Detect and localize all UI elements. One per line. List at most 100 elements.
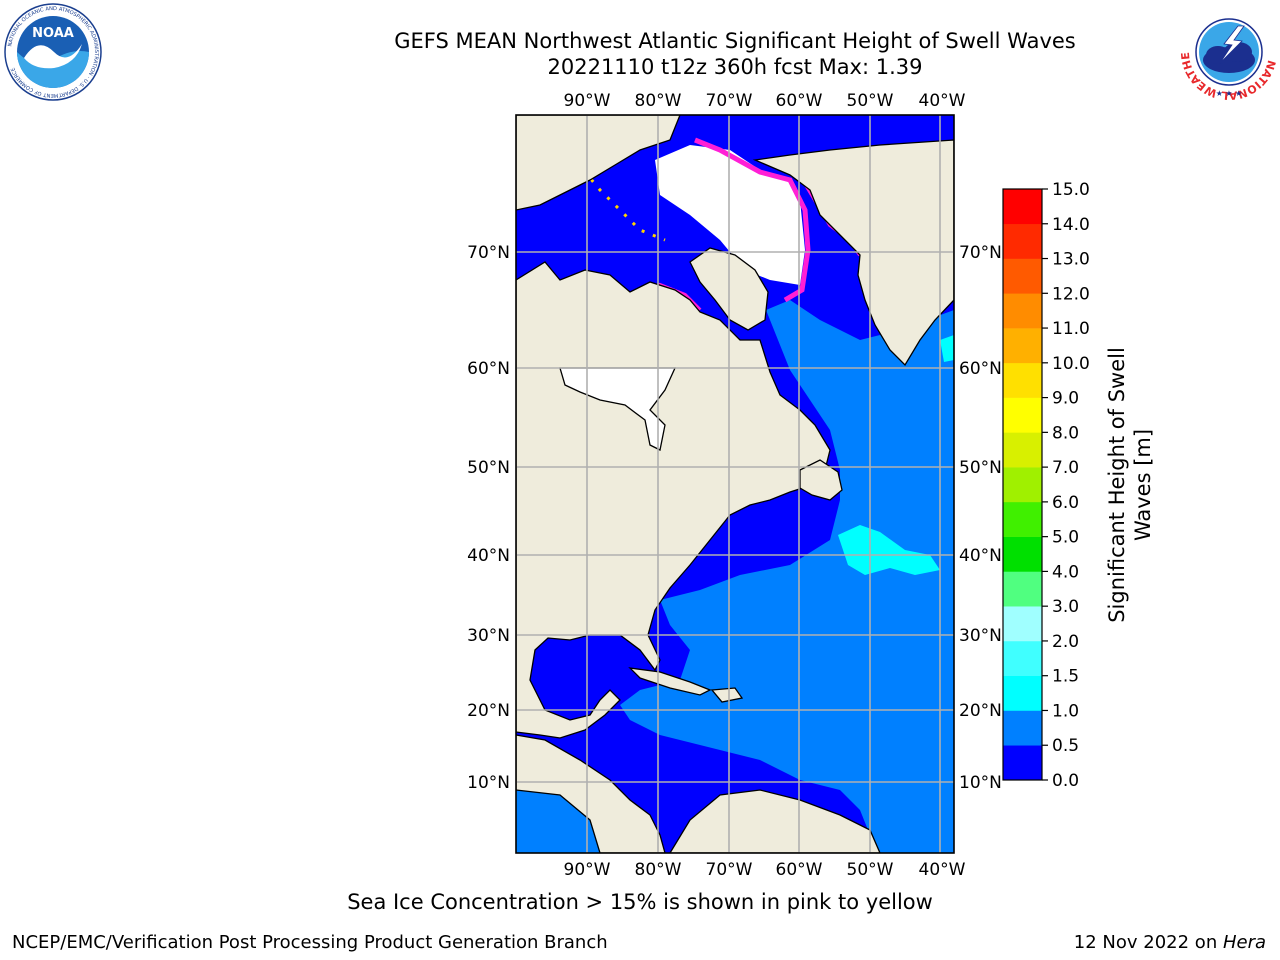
land-south-america: [669, 789, 881, 853]
lon-labels-top: 90°W 80°W 70°W 60°W 50°W 40°W: [564, 91, 966, 111]
colorbar-tick-label-14: 12.0: [1052, 284, 1090, 304]
colorbar-segment-5: [1003, 571, 1042, 607]
colorbar-segment-0: [1003, 745, 1042, 781]
map-plot-area: [516, 115, 954, 853]
colorbar-tick-label-1: 0.5: [1052, 736, 1079, 756]
lat-label-right-30n: 30°N: [959, 626, 1002, 646]
lat-label-right-50n: 50°N: [959, 458, 1002, 478]
colorbar-segment-10: [1003, 397, 1042, 433]
lat-labels-left: 70°N 60°N 50°N 40°N 30°N 20°N 10°N: [467, 243, 510, 793]
chart-title: GEFS MEAN Northwest Atlantic Significant…: [360, 28, 1110, 80]
lat-label-right-40n: 40°N: [959, 546, 1002, 566]
colorbar-segment-4: [1003, 606, 1042, 642]
colorbar-segment-16: [1003, 189, 1042, 225]
land-greenland: [752, 139, 954, 367]
sea-ice-caption-text: Sea Ice Concentration > 15% is shown in …: [347, 890, 933, 914]
footer-producer: NCEP/EMC/Verification Post Processing Pr…: [12, 932, 608, 953]
sea-ice-edge: [694, 137, 811, 303]
land-central-america: [516, 734, 666, 853]
colorbar-tick-label-6: 4.0: [1052, 562, 1079, 582]
lat-label-right-60n: 60°N: [959, 359, 1002, 379]
colorbar-segment-1: [1003, 710, 1042, 746]
colorbar-tick-label-17: 15.0: [1052, 180, 1090, 200]
colorbar-tick-label-4: 2.0: [1052, 632, 1079, 652]
footer-date: 12 Nov 2022 on Hera: [1074, 932, 1266, 953]
colorbar-segment-6: [1003, 536, 1042, 572]
colorbar-tick-label-13: 11.0: [1052, 319, 1090, 339]
lon-labels-bottom: 90°W 80°W 70°W 60°W 50°W 40°W: [564, 860, 966, 880]
lon-label-top-80w: 80°W: [635, 91, 682, 111]
lon-label-bottom-50w: 50°W: [847, 860, 894, 880]
lat-label-left-60n: 60°N: [467, 359, 510, 379]
lat-labels-right: 70°N 60°N 50°N 40°N 30°N 20°N 10°N: [959, 243, 1002, 793]
land-arctic-islands: [516, 115, 681, 211]
title-line-1: GEFS MEAN Northwest Atlantic Significant…: [394, 29, 1076, 53]
lat-label-left-70n: 70°N: [467, 243, 510, 263]
lon-label-bottom-80w: 80°W: [635, 860, 682, 880]
lon-label-bottom-70w: 70°W: [706, 860, 753, 880]
colorbar-segments: [1003, 189, 1042, 781]
lat-label-right-70n: 70°N: [959, 243, 1002, 263]
lon-label-top-40w: 40°W: [919, 91, 966, 111]
colorbar: 0.0 0.5 1.0 1.5 2.0 3.0 4.0 5.0 6.0 7.0 8.0 9.0 10.0…: [1002, 180, 1155, 791]
footer-date-text: 12 Nov 2022 on: [1073, 932, 1223, 953]
lon-label-bottom-60w: 60°W: [776, 860, 823, 880]
graticule: [516, 115, 954, 853]
title-line-2: 20221110 t12z 360h fcst Max: 1.39: [547, 55, 923, 79]
colorbar-ticks: 0.0 0.5 1.0 1.5 2.0 3.0 4.0 5.0 6.0 7.0 8.0 9.0 10.0…: [1042, 180, 1090, 791]
colorbar-segment-9: [1003, 432, 1042, 468]
lat-label-right-10n: 10°N: [959, 773, 1002, 793]
colorbar-segment-2: [1003, 675, 1042, 711]
lat-label-right-20n: 20°N: [959, 701, 1002, 721]
colorbar-tick-label-10: 8.0: [1052, 423, 1079, 443]
colorbar-tick-label-2: 1.0: [1052, 701, 1079, 721]
colorbar-tick-label-5: 3.0: [1052, 597, 1079, 617]
lon-label-top-60w: 60°W: [776, 91, 823, 111]
colorbar-label-line-1: Significant Height of Swell: [1105, 347, 1129, 623]
land-masses: [516, 115, 954, 853]
colorbar-tick-label-15: 13.0: [1052, 250, 1090, 270]
hudson-bay-ice: [559, 367, 677, 451]
land-newfoundland: [799, 459, 843, 501]
colorbar-tick-label-9: 7.0: [1052, 458, 1079, 478]
lat-label-left-40n: 40°N: [467, 546, 510, 566]
swell-zone-1-0-1-5: [838, 525, 940, 575]
colorbar-tick-label-3: 1.5: [1052, 667, 1079, 687]
lon-label-bottom-40w: 40°W: [919, 860, 966, 880]
colorbar-segment-3: [1003, 640, 1042, 677]
noaa-logo-text: NOAA: [32, 26, 74, 41]
lat-label-left-20n: 20°N: [467, 701, 510, 721]
lon-label-top-50w: 50°W: [847, 91, 894, 111]
noaa-logo: NOAA NATIONAL OCEANIC AND ATMOSPHERIC AD…: [2, 2, 104, 102]
swell-zone-1-0-1-5-east: [940, 335, 954, 362]
colorbar-tick-label-11: 9.0: [1052, 389, 1079, 409]
lat-label-left-50n: 50°N: [467, 458, 510, 478]
swell-zone-0-5-1-0-pacific: [516, 790, 600, 853]
land-cuba: [628, 667, 712, 696]
lat-label-left-10n: 10°N: [467, 773, 510, 793]
lat-label-left-30n: 30°N: [467, 626, 510, 646]
colorbar-label-line-2: Waves [m]: [1131, 429, 1155, 541]
colorbar-segment-8: [1003, 467, 1042, 503]
land-hispaniola: [710, 687, 744, 703]
sea-ice-caption: Sea Ice Concentration > 15% is shown in …: [0, 890, 1280, 914]
footer-machine: Hera: [1222, 932, 1266, 953]
nws-logo: NATIONAL WEATHER SERVICE ★ ★ ★: [1174, 0, 1280, 102]
lon-label-top-70w: 70°W: [706, 91, 753, 111]
colorbar-tick-label-0: 0.0: [1052, 771, 1079, 791]
colorbar-segment-14: [1003, 258, 1042, 294]
map-frame: [515, 114, 955, 854]
lon-label-top-90w: 90°W: [564, 91, 611, 111]
colorbar-tick-label-16: 14.0: [1052, 215, 1090, 235]
colorbar-tick-label-8: 6.0: [1052, 493, 1079, 513]
colorbar-segment-7: [1003, 501, 1042, 537]
lon-label-bottom-90w: 90°W: [564, 860, 611, 880]
colorbar-segment-12: [1003, 328, 1042, 364]
sea-ice-area: [655, 145, 805, 285]
colorbar-segment-13: [1003, 293, 1042, 329]
colorbar-frame: [1002, 188, 1043, 781]
svg-text:★ ★ ★: ★ ★ ★: [1216, 89, 1243, 98]
colorbar-segment-15: [1003, 223, 1042, 259]
colorbar-tick-label-12: 10.0: [1052, 354, 1090, 374]
